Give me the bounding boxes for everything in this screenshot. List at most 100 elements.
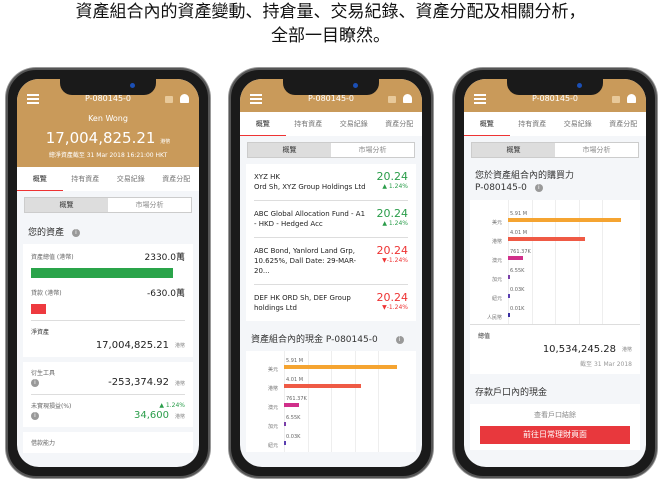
cash-title: 資產組合內的現金 P-080145-0 xyxy=(251,335,378,345)
info-icon[interactable]: i xyxy=(534,183,543,192)
assets-bar xyxy=(31,268,173,278)
headline-line2: 全部一目瞭然。 xyxy=(271,26,390,46)
holding-row[interactable]: ABC Global Allocation Fund - A1 - HKD - … xyxy=(254,201,408,238)
currency: 港幣 xyxy=(174,381,185,387)
tab-holdings[interactable]: 持有資產 xyxy=(518,120,547,128)
tab-overview[interactable]: 概覽 xyxy=(240,112,286,136)
menu-icon[interactable] xyxy=(474,94,486,104)
category-label: 人民幣 xyxy=(486,315,502,321)
segment-market[interactable]: 市場分析 xyxy=(331,143,414,157)
data-label: 761.37K xyxy=(510,249,531,255)
portfolio-id: P-080145-0 xyxy=(84,94,132,103)
bar[interactable] xyxy=(508,218,621,222)
total-value: 10,534,245.28 xyxy=(542,344,616,355)
bar[interactable] xyxy=(508,275,510,279)
segment-market[interactable]: 市場分析 xyxy=(108,198,191,212)
bar[interactable] xyxy=(284,422,286,426)
tab-allocation[interactable]: 資產分配 xyxy=(609,120,638,128)
lock-icon[interactable] xyxy=(612,96,620,103)
pnl-label: 未實現損益(%) xyxy=(31,403,72,410)
data-label: 4.01 M xyxy=(286,377,304,383)
total-card: 總值 10,534,245.28 港幣 截至 31 Mar 2018 xyxy=(470,324,640,374)
category-label: 美元 xyxy=(267,367,278,373)
bar[interactable] xyxy=(508,313,510,317)
segment-market[interactable]: 市場分析 xyxy=(555,143,638,157)
segment-overview[interactable]: 概覽 xyxy=(472,143,555,157)
data-label: 6.55K xyxy=(510,268,525,274)
holding-change: ▲ 1.24% xyxy=(382,183,408,190)
holdings-list: XYZ HK Ord Sh, XYZ Group Holdings Ltd 20.… xyxy=(246,164,416,321)
category-label: 加元 xyxy=(491,277,502,283)
holding-row[interactable]: XYZ HK Ord Sh, XYZ Group Holdings Ltd 20.… xyxy=(254,164,408,201)
category-label: 加元 xyxy=(267,424,278,430)
tab-holdings[interactable]: 持有資產 xyxy=(294,120,323,128)
loan-label: 貸款 (港幣) xyxy=(31,290,62,297)
info-icon[interactable]: i xyxy=(72,228,81,237)
segment-overview[interactable]: 概覽 xyxy=(25,198,108,212)
assets-card: 資產總值 (港幣) 2330.0萬 貸款 (港幣) -630.0萬 淨資產 17,0… xyxy=(23,244,193,357)
user-name: Ken Wong xyxy=(88,114,128,123)
bar[interactable] xyxy=(508,237,585,241)
assets-value: 2330.0萬 xyxy=(144,253,186,263)
holding-price: 20.24 xyxy=(376,291,409,304)
grid-line xyxy=(578,200,580,324)
currency: 港幣 xyxy=(174,414,185,420)
info-icon[interactable]: i xyxy=(31,411,39,420)
tab-allocation[interactable]: 資產分配 xyxy=(162,175,191,183)
tab-transactions[interactable]: 交易紀錄 xyxy=(339,120,368,128)
tab-holdings[interactable]: 持有資產 xyxy=(71,175,100,183)
bell-icon[interactable] xyxy=(627,94,636,103)
pp-title: 您於資產組合內的購買力 xyxy=(475,171,575,181)
phone-overview: P-080145-0 Ken Wong 17,004,825.21 港幣 總淨資… xyxy=(6,68,210,478)
portfolio-id: P-080145-0 xyxy=(531,94,579,103)
loan-bar xyxy=(31,304,46,314)
info-icon[interactable]: i xyxy=(31,378,39,387)
bar-row: 加元 6.55K xyxy=(470,267,640,286)
currency: 港幣 xyxy=(174,343,185,349)
bar-row: 澳元 761.37K xyxy=(470,248,640,267)
holding-row[interactable]: ABC Bond, Yanlord Land Grp, 10.625%, Dal… xyxy=(254,238,408,285)
section-title: 您的資產 xyxy=(28,228,65,238)
holding-row[interactable]: DEF HK ORD Sh, DEF Group holdings Ltd 20.… xyxy=(254,285,408,321)
bar[interactable] xyxy=(284,441,286,445)
info-icon[interactable]: i xyxy=(395,335,404,344)
currency: 港幣 xyxy=(160,139,171,145)
lock-icon[interactable] xyxy=(165,96,173,103)
bar-row: 紐元 0.03K xyxy=(470,286,640,305)
bar-row: 人民幣 0.01K xyxy=(470,305,640,324)
holding-change: ▼-1.24% xyxy=(382,304,408,311)
tab-transactions[interactable]: 交易紀錄 xyxy=(563,120,592,128)
menu-icon[interactable] xyxy=(27,94,39,104)
bar[interactable] xyxy=(508,294,510,298)
grid-line xyxy=(307,351,309,452)
bar[interactable] xyxy=(508,256,523,260)
segment-overview[interactable]: 概覽 xyxy=(248,143,331,157)
bar[interactable] xyxy=(284,365,397,369)
tab-transactions[interactable]: 交易紀錄 xyxy=(116,175,145,183)
bar-row: 港幣 4.01 M xyxy=(470,229,640,248)
grid-line xyxy=(531,200,533,324)
holding-price: 20.24 xyxy=(376,244,409,257)
notch xyxy=(60,79,156,95)
category-label: 港幣 xyxy=(491,239,502,245)
net-value: 17,004,825.21 xyxy=(95,340,169,351)
holding-name: ABC Bond, Yanlord Land Grp, 10.625%, Dal… xyxy=(254,247,357,275)
bell-icon[interactable] xyxy=(180,94,189,103)
data-label: 4.01 M xyxy=(510,230,528,236)
bar[interactable] xyxy=(284,403,299,407)
bar[interactable] xyxy=(284,384,361,388)
data-label: 6.55K xyxy=(286,415,301,421)
tab-overview[interactable]: 概覽 xyxy=(17,167,63,191)
headline-line1: 資產組合內的資產變動、持倉量、交易紀錄、資產分配及相關分析， xyxy=(75,2,586,22)
headline: 資產組合內的資產變動、持倉量、交易紀錄、資產分配及相關分析， 全部一目瞭然。 xyxy=(0,0,661,48)
tab-overview[interactable]: 概覽 xyxy=(464,112,510,136)
lock-icon[interactable] xyxy=(388,96,396,103)
menu-icon[interactable] xyxy=(250,94,262,104)
go-daily-banking-button[interactable]: 前往日常理財頁面 xyxy=(480,426,630,444)
as-of: 截至 31 Mar 2018 xyxy=(580,361,632,368)
category-label: 紐元 xyxy=(267,443,278,449)
bell-icon[interactable] xyxy=(403,94,412,103)
tab-allocation[interactable]: 資產分配 xyxy=(385,120,414,128)
data-label: 5.91 M xyxy=(286,358,304,364)
view-balance-link[interactable]: 查看戶口結餘 xyxy=(534,411,576,419)
